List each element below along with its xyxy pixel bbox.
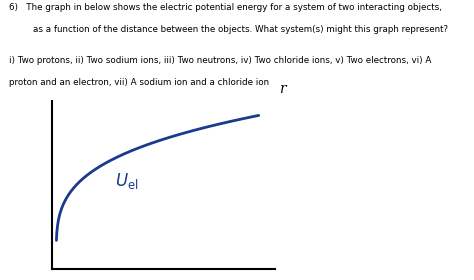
Text: $\mathit{U}_{\mathrm{el}}$: $\mathit{U}_{\mathrm{el}}$ <box>115 171 138 192</box>
Text: as a function of the distance between the objects. What system(s) might this gra: as a function of the distance between th… <box>33 25 448 34</box>
Text: 6)   The graph in below shows the electric potential energy for a system of two : 6) The graph in below shows the electric… <box>9 3 442 12</box>
Text: proton and an electron, vii) A sodium ion and a chloride ion: proton and an electron, vii) A sodium io… <box>9 78 270 87</box>
Text: r: r <box>279 82 286 96</box>
Text: i) Two protons, ii) Two sodium ions, iii) Two neutrons, iv) Two chloride ions, v: i) Two protons, ii) Two sodium ions, iii… <box>9 56 432 65</box>
